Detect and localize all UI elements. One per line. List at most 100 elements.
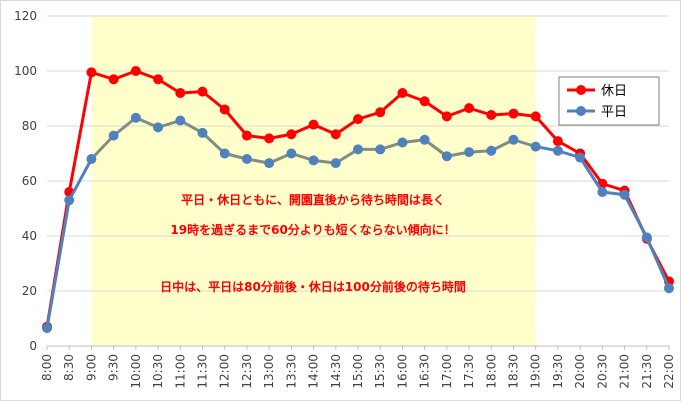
data-point <box>130 66 141 76</box>
legend-box <box>558 76 660 126</box>
x-tick-label: 21:00 <box>618 354 632 389</box>
data-point <box>353 114 363 125</box>
data-point <box>441 151 452 162</box>
data-point <box>241 154 252 164</box>
data-point <box>597 187 608 197</box>
data-point <box>130 112 141 123</box>
data-point <box>397 88 408 98</box>
data-point <box>530 111 541 122</box>
data-point <box>330 158 341 169</box>
annotation-layer: 平日・休日ともに、開園直後から待ち時間は長く 19時を過ぎるまで60分よりも短くな… <box>160 192 466 294</box>
data-point <box>464 103 475 114</box>
x-tick-label: 15:00 <box>351 354 365 389</box>
data-point <box>397 137 408 148</box>
data-point <box>286 148 297 159</box>
data-point <box>530 141 541 152</box>
x-tick-label: 11:30 <box>196 354 210 389</box>
x-tick-label: 10:30 <box>151 354 165 389</box>
y-tick-label: 60 <box>22 174 37 188</box>
data-point <box>308 155 319 166</box>
data-point <box>375 107 386 118</box>
x-tick-label: 17:00 <box>440 354 454 389</box>
x-tick-label: 10:00 <box>129 354 143 389</box>
series-line-segment <box>201 131 227 155</box>
data-point <box>308 119 319 130</box>
x-tick-label: 13:00 <box>262 354 276 389</box>
x-tick-label: 18:30 <box>507 354 521 389</box>
data-point <box>464 147 475 158</box>
x-tick-label: 21:30 <box>640 354 654 389</box>
series-weekday <box>42 112 674 334</box>
data-point <box>330 129 341 140</box>
y-tick-label: 80 <box>22 119 37 133</box>
data-point <box>219 104 230 115</box>
data-point <box>286 129 297 140</box>
data-point <box>419 134 430 145</box>
annotation-text: 日中は、平日は80分前後・休日は100分前後の待ち時間 <box>160 279 466 294</box>
x-tick-label: 17:30 <box>462 354 476 389</box>
x-tick-label: 12:00 <box>218 354 232 389</box>
x-tick-label: 9:30 <box>107 354 121 381</box>
data-point <box>175 115 186 126</box>
legend-label: 平日 <box>601 105 627 120</box>
legend-marker <box>576 85 586 95</box>
y-tick-label: 20 <box>22 284 37 298</box>
x-tick-label: 14:00 <box>307 354 321 389</box>
series-line-segment <box>645 235 671 290</box>
series-line-segment <box>623 193 649 239</box>
data-point <box>486 145 497 156</box>
data-point <box>619 189 630 200</box>
x-tick-label: 20:30 <box>595 354 609 389</box>
x-tick-label: 11:00 <box>173 354 187 389</box>
data-point <box>175 88 186 98</box>
x-tick-label: 12:30 <box>240 354 254 389</box>
x-tick-label: 15:30 <box>373 354 387 389</box>
data-point <box>441 111 452 122</box>
data-point <box>241 130 252 141</box>
data-point <box>64 195 75 206</box>
data-point <box>508 108 519 119</box>
data-point <box>108 74 119 85</box>
y-tick-label: 120 <box>14 9 37 23</box>
data-point <box>353 144 363 155</box>
series-layer <box>42 66 674 334</box>
data-point <box>486 110 497 120</box>
annotation-text: 平日・休日ともに、開園直後から待ち時間は長く <box>181 192 445 207</box>
x-tick-label: 13:30 <box>284 354 298 389</box>
data-point <box>419 96 430 107</box>
x-tick-label: 19:30 <box>551 354 565 389</box>
series-line-segment <box>67 157 93 202</box>
x-tick-label: 18:00 <box>484 354 498 389</box>
x-tick-label: 16:00 <box>395 354 409 389</box>
data-point <box>552 145 563 156</box>
data-point <box>552 136 563 147</box>
data-point <box>508 134 519 145</box>
data-point <box>153 122 164 133</box>
x-tick-label: 20:00 <box>573 354 587 389</box>
x-tick-label: 8:00 <box>40 354 54 381</box>
x-tick-label: 16:30 <box>418 354 432 389</box>
x-tick-label: 8:30 <box>62 354 76 381</box>
legend-marker <box>576 106 586 116</box>
series-line-segment <box>45 198 71 330</box>
x-tick-label: 9:00 <box>84 354 98 381</box>
data-point <box>197 86 208 97</box>
data-point <box>375 144 386 155</box>
annotation-text: 19時を過ぎるまで60分よりも短くならない傾向に！ <box>170 222 455 237</box>
legend-label: 休日 <box>601 84 627 99</box>
data-point <box>108 130 119 141</box>
y-tick-label: 0 <box>29 339 37 353</box>
y-tick-label: 100 <box>14 64 37 78</box>
data-point <box>86 154 97 164</box>
series-line-segment <box>89 134 116 161</box>
data-point <box>219 148 230 159</box>
series-line-segment <box>578 156 604 194</box>
data-point <box>575 152 586 163</box>
data-point <box>86 67 97 78</box>
axis-layer: 0 20 40 60 80 100 120 8:00 8:30 9:00 9:30 10:00 10:3… <box>14 9 676 389</box>
data-point <box>664 283 674 294</box>
y-tick-label: 40 <box>22 229 37 243</box>
